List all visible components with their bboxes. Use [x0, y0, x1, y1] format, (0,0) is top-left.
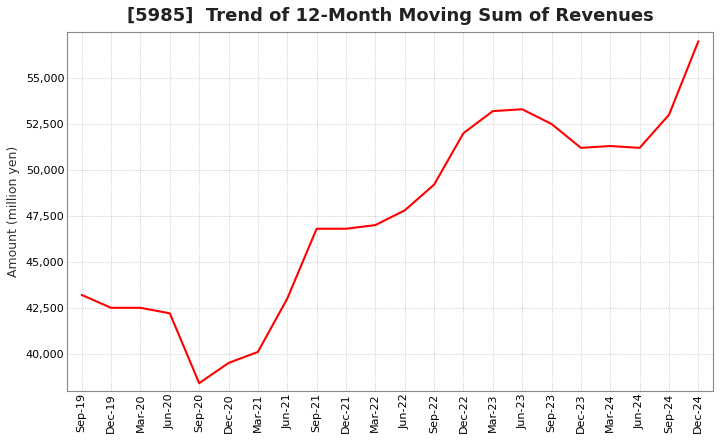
Y-axis label: Amount (million yen): Amount (million yen) [7, 146, 20, 277]
Title: [5985]  Trend of 12-Month Moving Sum of Revenues: [5985] Trend of 12-Month Moving Sum of R… [127, 7, 654, 25]
